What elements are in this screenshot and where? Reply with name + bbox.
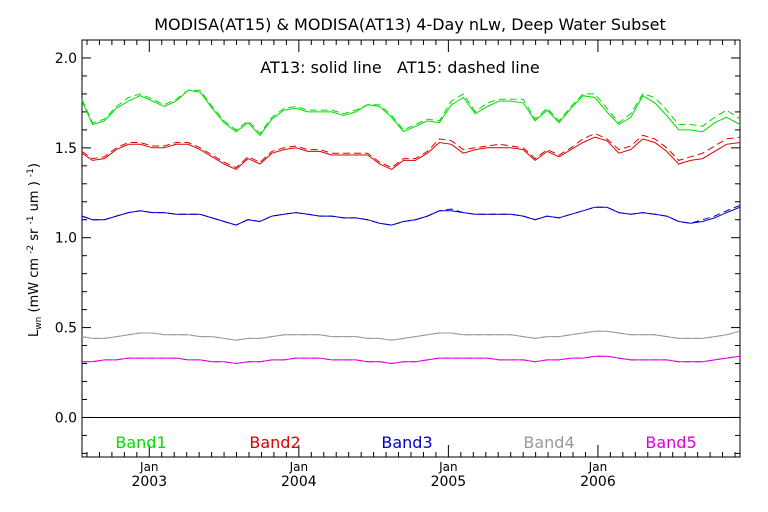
- legend-entry-band2: Band2: [249, 433, 300, 452]
- plot-frame: [81, 39, 741, 458]
- y-tick-label: 2.0: [55, 51, 77, 67]
- legend: Band1 Band2 Band3 Band4 Band5: [115, 433, 696, 452]
- x-tick-label-year: 2004: [281, 474, 317, 490]
- x-tick-label-month: Jan: [438, 460, 458, 474]
- x-tick-label-month: Jan: [289, 460, 309, 474]
- band3-at13-line: [81, 206, 741, 226]
- band5-at13-line: [82, 355, 741, 365]
- svg-text:Lwn (mW cm -2 sr -1 um ) -1): Lwn (mW cm -2 sr -1 um ) -1): [26, 163, 44, 337]
- band1-at15-line: [81, 89, 741, 135]
- y-axis-label: Lwn (mW cm -2 sr -1 um ) -1): [26, 163, 44, 337]
- series-lines: [81, 89, 741, 365]
- band5-at15-line: [82, 355, 741, 365]
- band2-at13-line: [81, 136, 741, 170]
- band1-at13-line: [81, 89, 741, 137]
- x-tick-label-month: Jan: [588, 460, 608, 474]
- legend-entry-band3: Band3: [381, 433, 432, 452]
- x-tick-label-month: Jan: [139, 460, 159, 474]
- band2-at15-line: [81, 132, 741, 169]
- legend-entry-band5: Band5: [645, 433, 696, 452]
- x-tick-label-year: 2003: [131, 474, 167, 490]
- y-tick-label: 1.0: [55, 231, 77, 247]
- x-tick-label-year: 2005: [431, 474, 467, 490]
- y-tick-label: 1.5: [55, 141, 77, 157]
- chart-title: MODISA(AT15) & MODISA(AT13) 4-Day nLw, D…: [154, 15, 666, 34]
- y-tick-label: 0.5: [55, 321, 77, 337]
- line-style-note: AT13: solid line AT15: dashed line: [260, 58, 539, 77]
- band4-at15-line: [81, 330, 741, 341]
- band4-at13-line: [81, 330, 741, 341]
- legend-entry-band1: Band1: [115, 433, 166, 452]
- x-tick-label-year: 2006: [580, 474, 616, 490]
- band3-at15-line: [81, 204, 741, 226]
- y-tick-label: 0.0: [55, 410, 77, 426]
- legend-entry-band4: Band4: [523, 433, 574, 452]
- y-axis: 0.0 0.5 1.0 1.5 2.0: [55, 51, 740, 454]
